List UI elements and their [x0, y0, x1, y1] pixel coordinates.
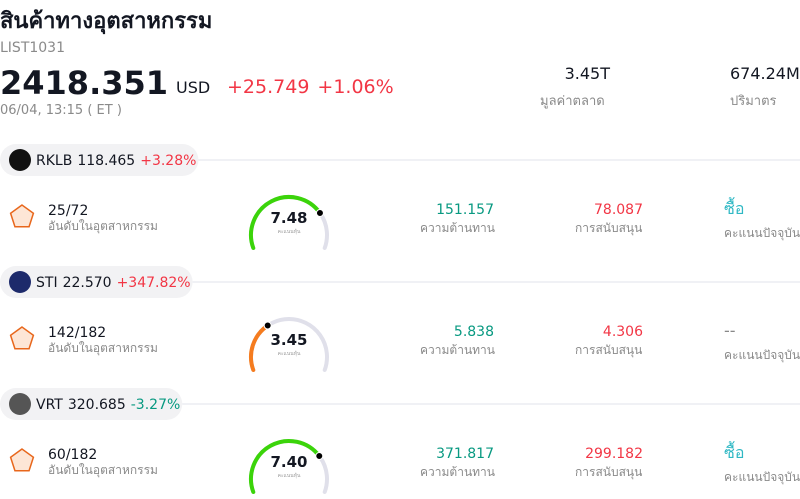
rating: ซื้อ — [724, 441, 744, 462]
gauge-value — [249, 195, 322, 250]
resistance: 371.817 — [436, 446, 494, 462]
support: 299.182 — [585, 446, 643, 462]
ticker: STI — [36, 275, 58, 291]
resistance-label: ความต้านทาน — [420, 465, 495, 479]
ticker-change: +3.28% — [140, 153, 196, 169]
resistance-label: ความต้านทาน — [420, 221, 495, 235]
symbol: LIST1031 — [0, 40, 65, 56]
rank: 142/182 — [48, 325, 106, 341]
support: 78.087 — [594, 202, 643, 218]
support-label: การสนับสนุน — [575, 465, 642, 480]
change-value: +25.749 — [227, 76, 309, 98]
change-percent: +1.06% — [317, 76, 393, 98]
rank-icon — [9, 448, 35, 472]
support-label: การสนับสนุน — [575, 343, 642, 358]
score-label: คะแนนหุ้น — [278, 472, 301, 479]
stat-value: 3.45T — [565, 64, 611, 83]
ticker: VRT — [36, 397, 63, 413]
score: 3.45 — [270, 331, 307, 349]
ticker-line: RKLB 118.465 +3.28% — [36, 153, 196, 169]
ticker-change: +347.82% — [117, 275, 191, 291]
gauge-value — [249, 439, 322, 494]
score: 7.48 — [270, 209, 307, 227]
currency: USD — [176, 78, 210, 97]
gauge-value — [249, 323, 270, 372]
ticker-price: 118.465 — [77, 153, 135, 169]
rank-label: อันดับในอุตสาหกรรม — [48, 219, 158, 234]
timestamp: 06/04, 13:15 ( ET ) — [0, 103, 122, 118]
rank-icon — [9, 204, 35, 228]
score: 7.40 — [270, 453, 307, 471]
price: 2418.351 — [0, 64, 168, 102]
stat-label: ปริมาตร — [730, 94, 777, 109]
ticker-chip[interactable] — [0, 388, 183, 420]
ticker-icon — [9, 149, 31, 171]
ticker-icon — [9, 271, 31, 293]
rank: 60/182 — [48, 447, 97, 463]
score-label: คะแนนหุ้น — [278, 228, 301, 235]
gauge-dot — [263, 321, 272, 330]
ticker: RKLB — [36, 153, 72, 169]
score-label: คะแนนหุ้น — [278, 350, 301, 357]
gauge-dot — [315, 452, 324, 461]
support: 4.306 — [603, 324, 643, 340]
resistance: 151.157 — [436, 202, 494, 218]
rank-label: อันดับในอุตสาหกรรม — [48, 463, 158, 478]
stat-label: มูลค่าตลาด — [540, 94, 605, 109]
ticker-line: STI 22.570 +347.82% — [36, 275, 191, 291]
rating: ซื้อ — [724, 197, 744, 218]
ticker-chip[interactable] — [0, 144, 199, 176]
rank: 25/72 — [48, 203, 88, 219]
resistance-label: ความต้านทาน — [420, 343, 495, 357]
ticker-change: -3.27% — [131, 397, 181, 413]
resistance: 5.838 — [454, 324, 494, 340]
support-label: การสนับสนุน — [575, 221, 642, 236]
ticker-icon — [9, 393, 31, 415]
rating-label: คะแนนปัจจุบัน — [724, 226, 800, 241]
ticker-price: 22.570 — [63, 275, 112, 291]
ticker-chip[interactable] — [0, 266, 193, 298]
rank-label: อันดับในอุตสาหกรรม — [48, 341, 158, 356]
rank-icon — [9, 326, 35, 350]
rating: -- — [724, 321, 736, 340]
ticker-price: 320.685 — [68, 397, 126, 413]
rating-label: คะแนนปัจจุบัน — [724, 470, 800, 485]
stat-value: 674.24M — [730, 64, 800, 83]
ticker-line: VRT 320.685 -3.27% — [36, 397, 180, 413]
gauge-dot — [315, 208, 324, 217]
price-change: +25.749 +1.06% — [227, 76, 394, 98]
rating-label: คะแนนปัจจุบัน — [724, 348, 800, 363]
page-title: สินค้าทางอุตสาหกรรม — [0, 9, 212, 35]
